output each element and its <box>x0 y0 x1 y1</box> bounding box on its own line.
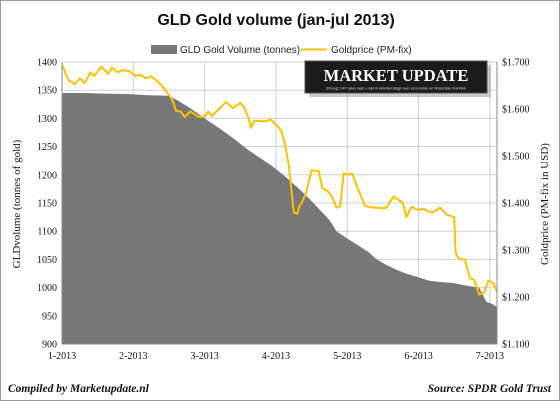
right-tick-label: $1.500 <box>502 152 530 163</box>
left-tick-label: 1200 <box>37 170 57 181</box>
x-axis-ticks: 1-2013 2-2013 3-2013 4-2013 5-2013 6-2013 7-20… <box>48 351 504 362</box>
right-tick-label: $1.400 <box>502 199 530 210</box>
right-tick-label: $1.300 <box>502 246 530 257</box>
right-tick-label: $1.600 <box>502 105 530 116</box>
left-tick-label: 1300 <box>37 114 57 125</box>
left-tick-label: 1350 <box>37 86 57 97</box>
badge-headline: MARKET UPDATE <box>324 66 469 85</box>
x-tick-label: 2-2013 <box>119 351 147 362</box>
left-tick-label: 1100 <box>37 227 57 238</box>
x-tick-label: 4-2013 <box>262 351 290 362</box>
right-tick-label: $1.200 <box>502 293 530 304</box>
left-tick-label: 950 <box>42 311 57 322</box>
volume-area-layer <box>62 93 497 344</box>
footer-source: Source: SPDR Gold Trust <box>427 383 551 395</box>
left-axis-ticks: 900 950 1000 1050 1100 1150 1200 1250 1300 1350 14… <box>37 58 57 351</box>
x-tick-label: 5-2013 <box>333 351 361 362</box>
market-update-badge: MARKET UPDATE Stroogt 24/7 alles wat u n… <box>304 60 491 97</box>
left-tick-label: 1000 <box>37 283 57 294</box>
left-axis-label: GLDvolume (tonnes of gold) <box>11 139 23 268</box>
right-tick-label: $1.100 <box>502 340 530 351</box>
right-axis-label: Goldprice (PM-fix in USD) <box>539 143 551 265</box>
legend-swatch-volume <box>151 45 177 54</box>
footer-compiled-by: Compiled by Marketupdate.nl <box>8 383 149 395</box>
right-tick-label: $1.700 <box>502 58 530 69</box>
legend: GLD Gold Volume (tonnes) Goldprice (PM-f… <box>151 45 412 56</box>
price-line <box>61 64 498 296</box>
right-axis-ticks: $1.100 $1.200 $1.300 $1.400 $1.500 $1.600 $1.7… <box>502 58 530 351</box>
legend-label-price: Goldprice (PM-fix) <box>331 45 412 56</box>
legend-label-volume: GLD Gold Volume (tonnes) <box>180 45 300 56</box>
x-tick-label: 3-2013 <box>190 351 218 362</box>
badge-box <box>304 60 488 94</box>
price-line-layer <box>61 64 498 296</box>
left-tick-label: 1250 <box>37 142 57 153</box>
x-tick-label: 6-2013 <box>404 351 432 362</box>
left-tick-label: 1400 <box>37 58 57 69</box>
volume-area <box>62 93 497 344</box>
left-tick-label: 1050 <box>37 255 57 266</box>
chart-title: GLD Gold volume (jan-jul 2013) <box>157 12 394 29</box>
left-tick-label: 1150 <box>37 199 57 210</box>
badge-tagline: Stroogt 24/7 alles wat u niet in kranten… <box>326 86 466 91</box>
x-tick-label: 7-2013 <box>476 351 504 362</box>
x-tick-label: 1-2013 <box>48 351 76 362</box>
left-tick-label: 900 <box>42 340 57 351</box>
